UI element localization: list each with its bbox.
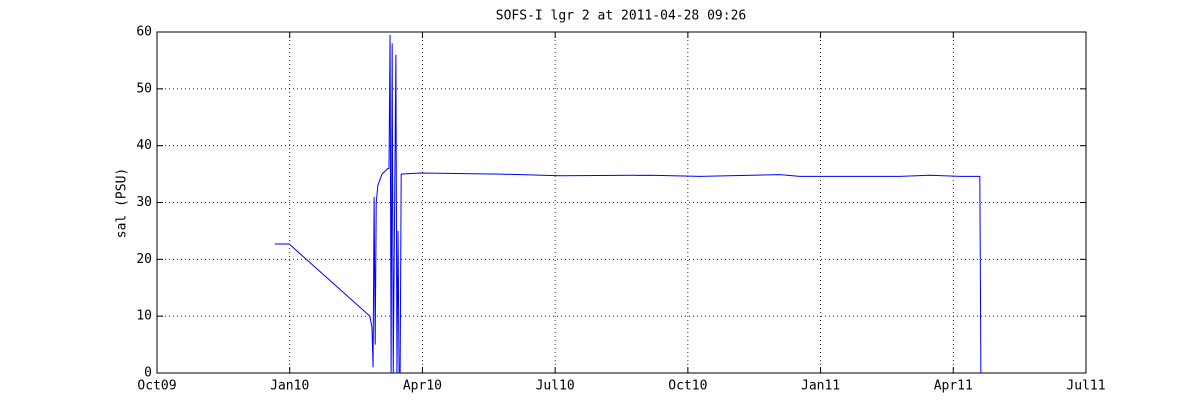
x-tick-label: Jan11 xyxy=(801,379,840,394)
x-tick-label: Jul10 xyxy=(536,379,575,394)
data-line xyxy=(274,34,982,374)
x-tick-label: Oct10 xyxy=(668,379,707,394)
plot-frame xyxy=(156,31,1087,374)
x-tick-label: Apr11 xyxy=(934,379,973,394)
y-tick-label: 30 xyxy=(136,195,152,210)
y-axis-label: sal (PSU) xyxy=(115,168,130,238)
x-tick-label: Apr10 xyxy=(403,379,442,394)
y-tick-label: 20 xyxy=(136,252,152,267)
y-tick-label: 40 xyxy=(136,138,152,153)
x-tick-label: Jan10 xyxy=(270,379,309,394)
y-tick-label: 60 xyxy=(136,25,152,40)
x-tick-label: Jul11 xyxy=(1066,379,1105,394)
y-tick-label: 0 xyxy=(144,366,152,381)
x-tick-label: Oct09 xyxy=(137,379,176,394)
y-tick-label: 50 xyxy=(136,81,152,96)
y-tick-label: 10 xyxy=(136,309,152,324)
chart-title: SOFS-I lgr 2 at 2011-04-28 09:26 xyxy=(496,9,746,24)
